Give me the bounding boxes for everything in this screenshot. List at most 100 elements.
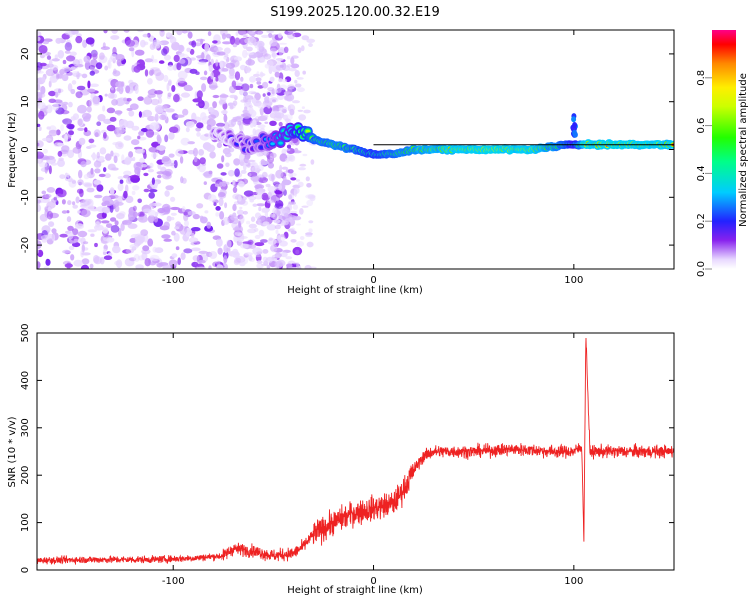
spectrogram-noise-blob <box>288 67 297 72</box>
spectrogram-noise-blob <box>72 146 82 154</box>
spectrogram-noise-blob <box>148 192 155 199</box>
spectrogram-noise-blob <box>200 76 208 81</box>
spectrogram-noise-blob <box>254 212 262 219</box>
spectrogram-noise-blob <box>161 48 168 56</box>
spectrogram-noise-blob <box>246 46 253 52</box>
spectrogram-ridge-core <box>270 142 275 146</box>
spectrogram-noise-blob <box>281 108 287 113</box>
snr-xtick-label: -100 <box>162 576 185 587</box>
colorbar-tick-label: 0.0 <box>696 261 707 277</box>
spectrogram-noise-blob <box>304 264 312 269</box>
spectrogram-artifact <box>571 116 577 123</box>
spectrogram-noise-blob <box>232 43 238 48</box>
snr-ytick-label: 300 <box>20 418 31 437</box>
spectrogram-noise-blob <box>144 69 149 77</box>
spectrogram-noise-blob <box>62 249 71 254</box>
spectrogram-artifact <box>572 122 578 128</box>
spectrogram-noise-blob <box>242 210 248 215</box>
spectrogram-noise-blob <box>164 134 169 143</box>
spectrogram-noise-blob <box>296 77 304 80</box>
spectrogram-noise-blob <box>255 253 262 262</box>
spectrogram-noise-blob <box>198 259 206 264</box>
spectrogram-noise-blob <box>64 133 68 143</box>
spectrogram-noise-blob <box>115 54 125 61</box>
spectrogram-noise-blob <box>243 35 248 38</box>
spectrogram-noise-blob <box>104 200 110 205</box>
spectrogram-noise-blob <box>236 209 244 216</box>
spectrogram-noise-blob <box>78 137 86 146</box>
spectrogram-noise-blob <box>295 249 300 255</box>
spectrogram-noise-blob <box>170 206 181 211</box>
spectrogram-noise-blob <box>242 109 249 114</box>
spectrogram-noise-blob <box>249 83 254 89</box>
spectrogram-noise-blob <box>163 74 169 83</box>
spectrogram-noise-blob <box>256 263 264 269</box>
spectrogram-noise-blob <box>261 194 270 201</box>
spectrogram-noise-blob <box>216 142 222 149</box>
spectrogram-noise-blob <box>241 83 250 92</box>
spectrogram-noise-blob <box>77 179 84 186</box>
spectrogram-noise-blob <box>281 166 289 170</box>
spectrogram-noise-blob <box>258 176 268 183</box>
spectrogram-noise-blob <box>274 260 284 269</box>
spectrogram-noise-blob <box>77 210 81 214</box>
spectrogram-noise-blob <box>223 216 230 225</box>
spectrogram-noise-blob <box>240 243 249 249</box>
spectrogram-noise-blob <box>216 122 225 127</box>
spectrogram-noise-blob <box>106 124 116 132</box>
spectrogram-noise-blob <box>286 263 293 268</box>
spectrogram-noise-blob <box>274 203 283 210</box>
spectrogram-noise-blob <box>138 111 142 118</box>
spectrogram-noise-blob <box>177 44 185 53</box>
spectrogram-noise-blob <box>71 80 77 85</box>
spectrogram-noise-blob <box>263 174 272 177</box>
colorbar-label: Normalized spectral amplitude <box>738 73 749 227</box>
spectrogram-noise-blob <box>264 121 269 125</box>
spectrogram-noise-blob <box>149 261 157 266</box>
spectrogram-noise-blob <box>220 172 227 176</box>
spectrogram-noise-blob <box>187 31 193 39</box>
spectrogram-noise-blob <box>145 129 155 138</box>
spectrogram-noise-blob <box>184 220 189 227</box>
spectrogram-noise-blob <box>106 107 116 114</box>
spectrogram-noise-blob <box>256 188 266 194</box>
spectrogram-noise-blob <box>134 85 139 94</box>
spectrogram-noise-blob <box>70 30 79 35</box>
spectrogram-noise-blob <box>173 232 180 242</box>
spectrogram-noise-blob <box>88 138 95 144</box>
spectrogram-xtick-label: -100 <box>162 275 185 286</box>
spectrogram-noise-blob <box>191 247 201 252</box>
spectrogram-noise-blob <box>37 83 41 91</box>
spectrogram-noise-blob <box>140 39 146 48</box>
spectrogram-noise-blob <box>296 87 305 93</box>
spectrogram-noise-blob <box>215 206 221 211</box>
spectrogram-noise-blob <box>198 250 208 254</box>
spectrogram-noise-blob <box>306 183 312 188</box>
spectrogram-noise-blob <box>155 149 160 154</box>
spectrogram-noise-blob <box>102 227 109 234</box>
spectrogram-noise-blob <box>112 245 121 254</box>
spectrogram-noise-blob <box>41 238 48 243</box>
spectrogram-noise-blob <box>118 86 124 95</box>
spectrogram-noise-blob <box>207 107 215 113</box>
spectrogram-noise-blob <box>68 245 75 251</box>
spectrogram-noise-blob <box>44 193 52 198</box>
spectrogram-noise-blob <box>37 123 41 127</box>
spectrogram-noise-blob <box>123 190 128 199</box>
spectrogram-noise-blob <box>234 71 241 81</box>
spectrogram-noise-blob <box>71 228 79 236</box>
spectrogram-noise-blob <box>258 219 262 226</box>
spectrogram-noise-blob <box>286 144 292 149</box>
spectrogram-noise-blob <box>147 209 157 217</box>
spectrogram-noise-blob <box>64 42 73 52</box>
spectrogram-noise-blob <box>221 33 227 40</box>
spectrogram-noise-blob <box>77 127 85 131</box>
spectrogram-noise-blob <box>191 227 201 232</box>
snr-ylabel: SNR (10 * v/v) <box>7 416 18 487</box>
spectrogram-noise-blob <box>101 220 110 224</box>
spectrogram-noise-blob <box>226 239 232 249</box>
spectrogram-noise-blob <box>38 161 48 168</box>
spectrogram-noise-blob <box>223 122 230 130</box>
spectrogram-noise-blob <box>223 114 228 123</box>
spectrogram-noise-blob <box>216 163 224 169</box>
